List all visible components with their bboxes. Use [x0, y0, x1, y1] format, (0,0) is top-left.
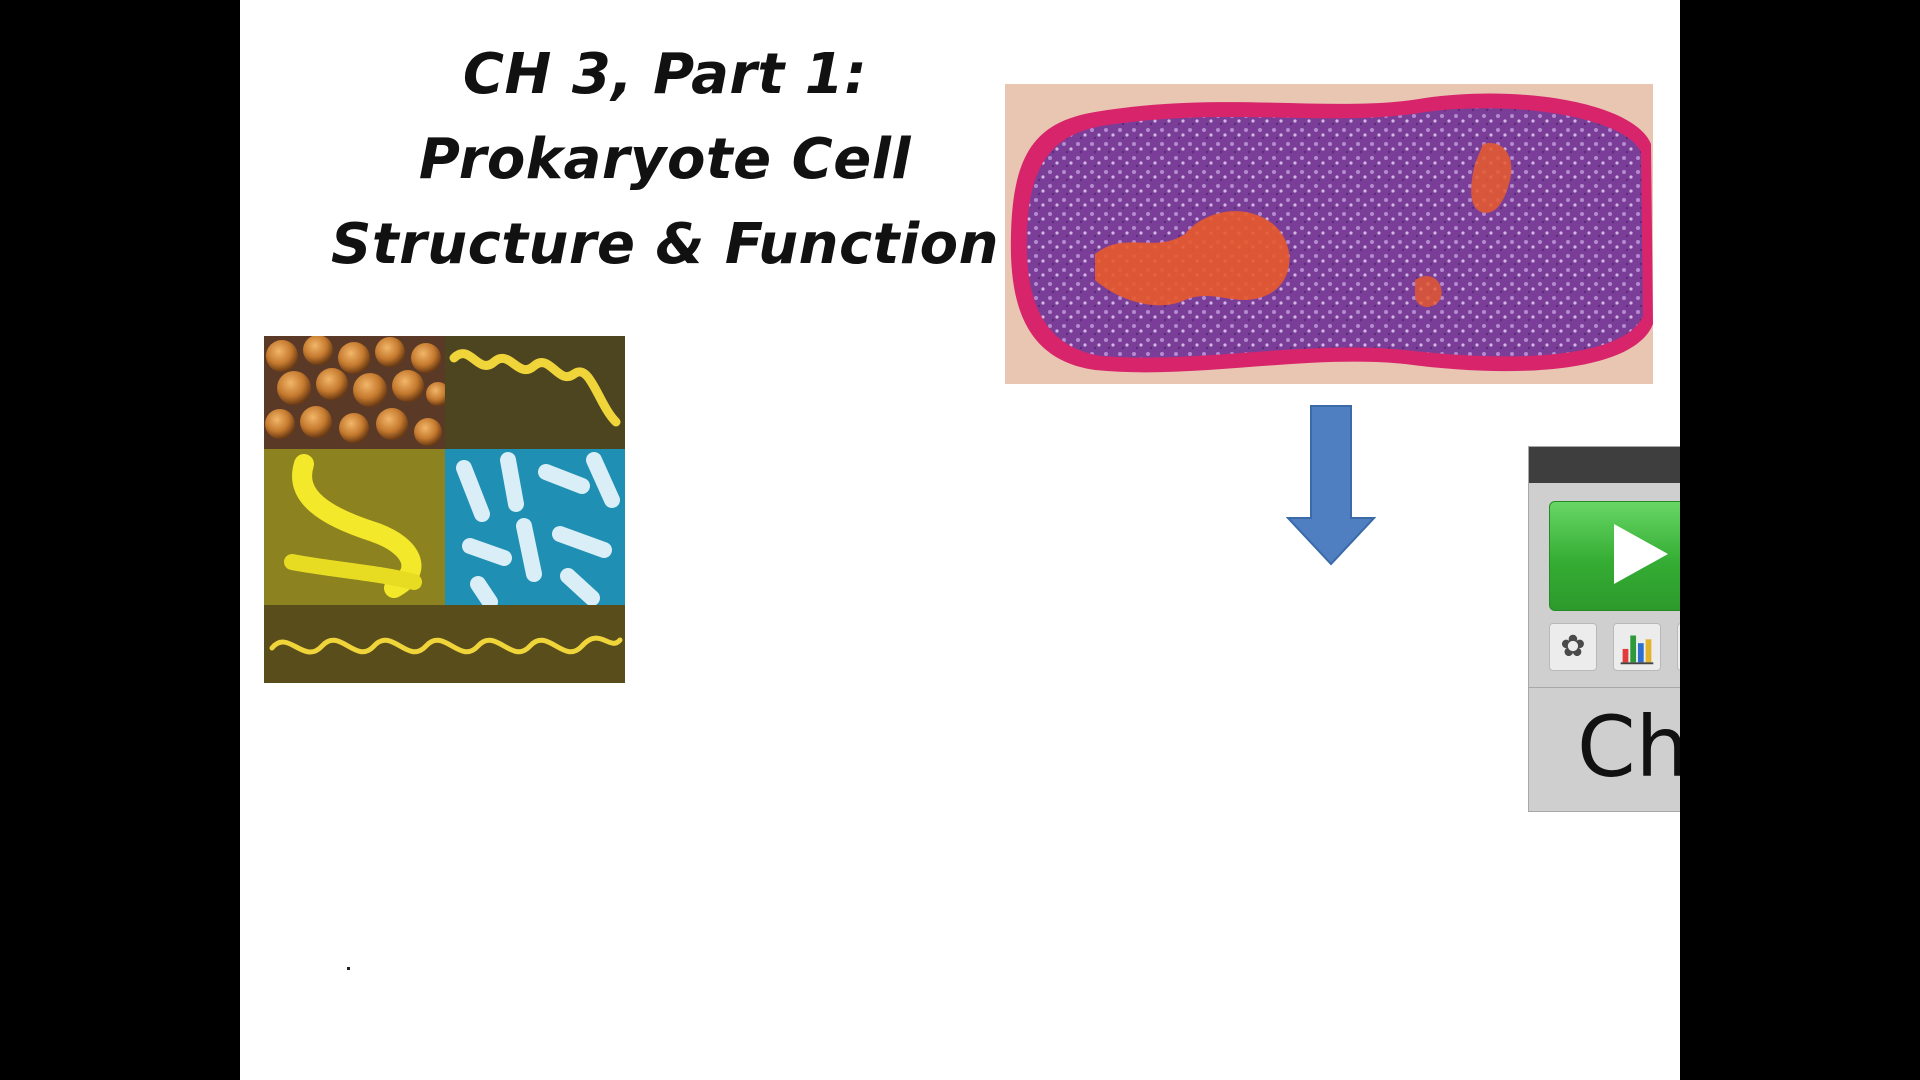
down-arrow: [1286, 405, 1376, 566]
bacteria-collage-image: [264, 336, 625, 683]
spirillum-tile: [445, 336, 625, 449]
play-button[interactable]: [1549, 501, 1680, 611]
spirochete-tile: [264, 605, 625, 683]
play-icon: [1614, 524, 1668, 584]
bar-chart-icon: [1620, 635, 1654, 665]
bacilli-tile: [445, 449, 625, 610]
stray-dot: [347, 967, 350, 970]
video-player-widget[interactable]: ✿ Ch: [1528, 446, 1680, 812]
slide-title-line-2: Prokaryote Cell: [418, 127, 912, 192]
vibrio-tile: [264, 449, 445, 605]
slide-title: CH 3, Part 1: Prokaryote Cell Structure …: [280, 32, 1050, 287]
settings-button[interactable]: ✿: [1549, 623, 1597, 671]
stats-button[interactable]: [1613, 623, 1661, 671]
player-title-bar: [1529, 447, 1680, 483]
cocci-tile: [264, 336, 450, 449]
slide-title-line-1: CH 3, Part 1:: [462, 42, 868, 107]
slide-title-line-3: Structure & Function: [331, 212, 999, 277]
prokaryote-cell-micrograph: [1005, 84, 1653, 384]
presentation-slide: CH 3, Part 1: Prokaryote Cell Structure …: [240, 0, 1680, 1080]
toolbar-button[interactable]: [1677, 623, 1680, 671]
player-label: Ch: [1577, 698, 1680, 796]
player-divider: [1529, 687, 1680, 688]
gear-icon: ✿: [1560, 629, 1586, 664]
